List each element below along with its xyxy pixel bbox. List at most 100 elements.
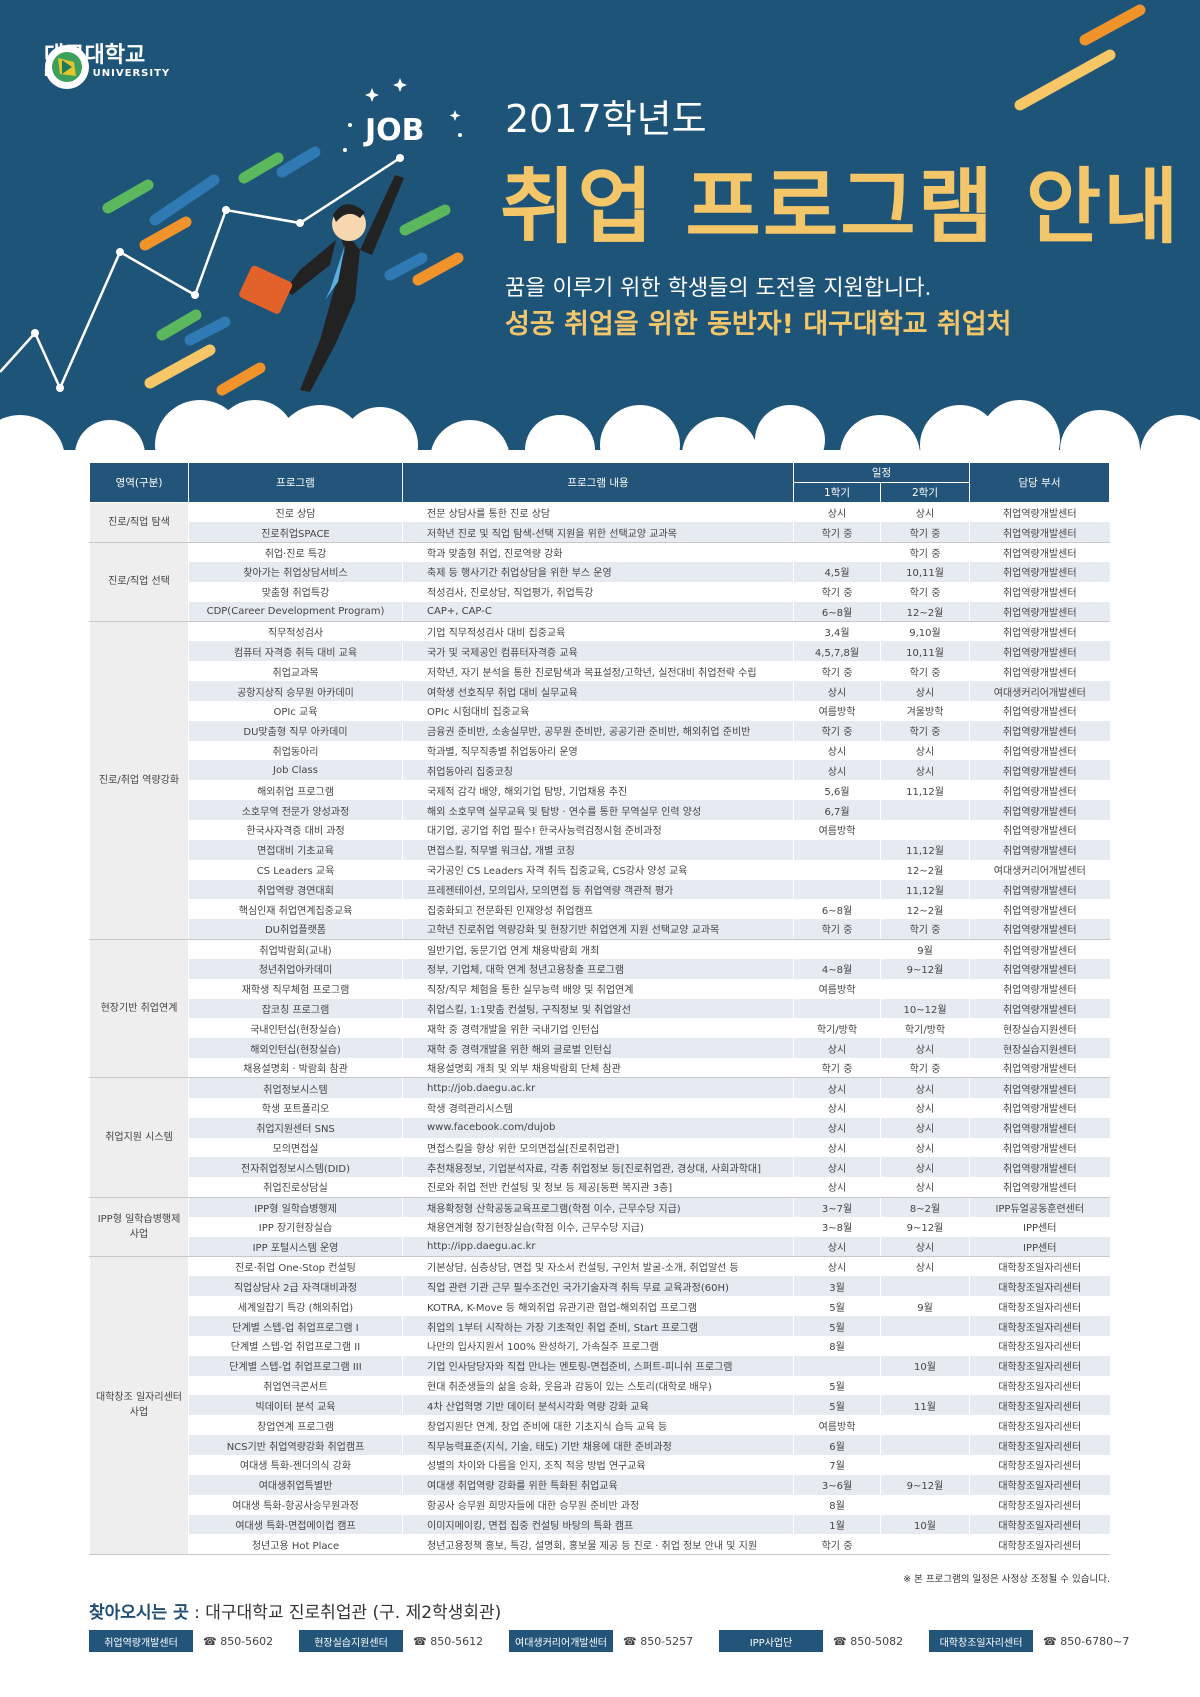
program-name: 취업진로상담실	[188, 1177, 403, 1198]
program-name: CS Leaders 교육	[188, 859, 403, 880]
sem2-schedule: 겨울방학	[879, 700, 970, 721]
table-row: 컴퓨터 자격증 취득 대비 교육 국가 및 국제공인 컴퓨터자격증 교육 4,5,7…	[90, 641, 1110, 662]
sem2-schedule: 10,11월	[879, 562, 970, 582]
program-content: OPIc 시험대비 집중교육	[402, 700, 794, 721]
program-name: DU맞춤형 직무 아카데미	[188, 720, 403, 741]
sem2-schedule	[879, 1316, 970, 1336]
department: 대학창조일자리센터	[969, 1455, 1110, 1475]
sem1-schedule: 상시	[793, 1157, 881, 1178]
program-content: 채용연계형 장기현장실습(학점 이수, 근무수당 지급)	[402, 1216, 794, 1237]
sem1-schedule: 3~6월	[793, 1474, 881, 1495]
program-content: CAP+, CAP-C	[402, 601, 794, 623]
table-row: 취업진로상담실 진로와 취업 전반 컨설팅 및 정보 등 제공[동편 복지관 3층…	[90, 1177, 1110, 1198]
department: 대학창조일자리센터	[969, 1474, 1110, 1495]
sem1-schedule: 상시	[793, 1077, 881, 1098]
program-name: 청년고용 Hot Place	[188, 1534, 403, 1555]
department: 대학창조일자리센터	[969, 1355, 1110, 1376]
program-content: http://ipp.daegu.ac.kr	[402, 1236, 794, 1258]
sem2-schedule: 9월	[879, 939, 970, 959]
program-content: 직무능력표준(지식, 기술, 태도) 기반 채용에 대한 준비과정	[402, 1435, 794, 1455]
program-name: 세계일잡기 특강 (해외취업)	[188, 1296, 403, 1317]
program-content: 채용확정형 산학공동교육프로그램(학점 이수, 근무수당 지급)	[402, 1197, 794, 1217]
sem1-schedule: 5월	[793, 1316, 881, 1336]
department: 취업역량개발센터	[969, 720, 1110, 741]
program-content: 프레젠테이션, 모의입사, 모의면접 등 취업역량 객관적 평가	[402, 879, 794, 900]
department: 취업역량개발센터	[969, 601, 1110, 623]
program-name: 여대생 특화-젠더의식 강화	[188, 1455, 403, 1475]
program-name: 단계별 스텝-업 취업프로그램 II	[188, 1335, 403, 1356]
sem2-schedule	[879, 800, 970, 820]
program-content: 면접스킬, 직무별 워크샵, 개별 코칭	[402, 839, 794, 860]
department: IPP듀얼공동훈련센터	[969, 1197, 1110, 1217]
program-content: 고학년 진로취업 역량강화 및 현장기반 취업연계 지원 선택교양 교과목	[402, 919, 794, 940]
table-row: 여대생 특화-젠더의식 강화 성별의 차이와 다름을 인지, 조직 적응 방법 연…	[90, 1455, 1110, 1475]
program-name: Job Class	[188, 760, 403, 781]
department: 대학창조일자리센터	[969, 1534, 1110, 1555]
header-dept: 담당 부서	[969, 462, 1111, 503]
program-name: 해외인턴십(현장실습)	[188, 1038, 403, 1059]
program-content: 저학년 진로 및 직업 탐색-선택 지원을 위한 선택교양 교과목	[402, 522, 794, 543]
program-content: www.facebook.com/dujob	[402, 1117, 794, 1138]
table-row: 취업동아리 학과별, 직무직종별 취업동아리 운영 상시 상시 취업역량개발센터	[90, 740, 1110, 761]
table-row: 취업역량 경연대회 프레젠테이션, 모의입사, 모의면접 등 취업역량 객관적 평…	[90, 879, 1110, 900]
sem2-schedule: 10~12월	[879, 998, 970, 1019]
sem1-schedule: 4,5월	[793, 562, 881, 582]
department: 대학창조일자리센터	[969, 1335, 1110, 1356]
schedule-note: ※ 본 프로그램의 일정은 사정상 조정될 수 있습니다.	[903, 1574, 1110, 1585]
program-name: OPIc 교육	[188, 700, 403, 721]
sem1-schedule: 6~8월	[793, 601, 881, 623]
department: 대학창조일자리센터	[969, 1316, 1110, 1336]
program-content: 나만의 입사지원서 100% 완성하기, 가속질주 프로그램	[402, 1335, 794, 1356]
phone-number: ☎ 850-5082	[833, 1635, 903, 1648]
program-name: 취업연극콘서트	[188, 1375, 403, 1396]
sem2-schedule: 11월	[879, 1395, 970, 1416]
sem1-schedule: 5월	[793, 1296, 881, 1317]
sem2-schedule	[879, 1534, 970, 1555]
program-content: 현대 취준생들의 삶을 승화, 웃음과 감동이 있는 스토리(대학로 배우)	[402, 1375, 794, 1396]
sem2-schedule: 상시	[879, 681, 970, 701]
clouds	[0, 400, 1200, 450]
table-row: 취업연극콘서트 현대 취준생들의 삶을 승화, 웃음과 감동이 있는 스토리(대학…	[90, 1375, 1110, 1396]
sem1-schedule: 학기 중	[793, 1058, 881, 1079]
table-row: 진로/취업 역량강화 직무적성검사 기업 직무적성검사 대비 집중교육 3,4월 9,1…	[89, 621, 1110, 940]
program-content: 전문 상담사를 통한 진로 상담	[402, 502, 794, 523]
program-content: 해외 소호무역 실무교육 및 탐방 · 연수를 통한 무역실무 인력 양성	[402, 800, 794, 820]
sparkle-icons	[343, 78, 462, 152]
contact-item: IPP사업단 ☎ 850-5082	[719, 1630, 929, 1652]
contact-item: 현장실습지원센터 ☎ 850-5612	[299, 1630, 509, 1652]
table-row: 여대생취업특별반 여대생 취업역량 강화를 위한 특화된 취업교육 3~6월 9~12…	[90, 1474, 1110, 1495]
program-content: 여학생 선호직무 취업 대비 실무교육	[402, 681, 794, 701]
sem1-schedule: 6~8월	[793, 899, 881, 920]
table-row: 빅데이터 분석 교육 4차 산업혁명 기반 데이터 분석시각화 역량 강화 교육 5…	[90, 1395, 1110, 1416]
sem2-schedule: 11,12월	[879, 879, 970, 900]
sem1-schedule: 8월	[793, 1335, 881, 1356]
table-row: 취업교과목 저학년, 자기 분석을 통한 진로탐색과 목표설정/고학년, 실전대비…	[90, 661, 1110, 682]
program-content: 기업 인사담당자와 직접 만나는 멘토링-면접준비, 스퍼트-피니쉬 프로그램	[402, 1355, 794, 1376]
phone-value: 850-6780~7	[1060, 1634, 1130, 1648]
area-cell: 진로/직업 선택	[89, 542, 189, 623]
table-row: 진로/직업 선택 취업·진로 특강 학과 맞춤형 취업, 진로역량 강화 학기 중 취업…	[89, 542, 1110, 623]
table-row: IPP 포털시스템 운영 http://ipp.daegu.ac.kr 상시 상시 IP…	[90, 1236, 1110, 1258]
sem2-schedule	[879, 820, 970, 840]
location-label: 찾아오시는 곳	[89, 1603, 189, 1623]
sem1-schedule: 6,7월	[793, 800, 881, 820]
sem1-schedule	[793, 859, 881, 880]
university-seal-icon	[45, 45, 89, 89]
sem2-schedule	[879, 1415, 970, 1436]
sem1-schedule: 학기 중	[793, 720, 881, 741]
program-name: 한국사자격증 대비 과정	[188, 820, 403, 840]
department: 여대생커리어개발센터	[969, 859, 1110, 880]
sem2-schedule: 상시	[879, 1236, 970, 1258]
table-row: 청년고용 Hot Place 청년고용정책 홍보, 특강, 설명회, 홍보물 제공…	[90, 1534, 1110, 1555]
header-schedule: 일정	[792, 462, 971, 483]
program-content: 청년고용정책 홍보, 특강, 설명회, 홍보물 제공 등 진로 · 취업 정보 …	[402, 1534, 794, 1555]
phone-number: ☎ 850-5612	[413, 1635, 483, 1648]
sem2-schedule: 상시	[879, 1038, 970, 1059]
phone-value: 850-5082	[850, 1634, 904, 1648]
program-content: KOTRA, K-Move 등 해외취업 유관기관 협업-해외취업 프로그램	[402, 1296, 794, 1317]
table-row: 여대생 특화-항공사승무원과정 항공사 승무원 희망자들에 대한 승무원 준비반 …	[90, 1494, 1110, 1515]
program-content: 학과 맞춤형 취업, 진로역량 강화	[402, 542, 794, 563]
sem1-schedule: 1월	[793, 1514, 881, 1535]
program-name: 학생 포트폴리오	[188, 1097, 403, 1118]
program-content: 면접스킬을 향상 위한 모의면접실[진로취업관]	[402, 1137, 794, 1158]
